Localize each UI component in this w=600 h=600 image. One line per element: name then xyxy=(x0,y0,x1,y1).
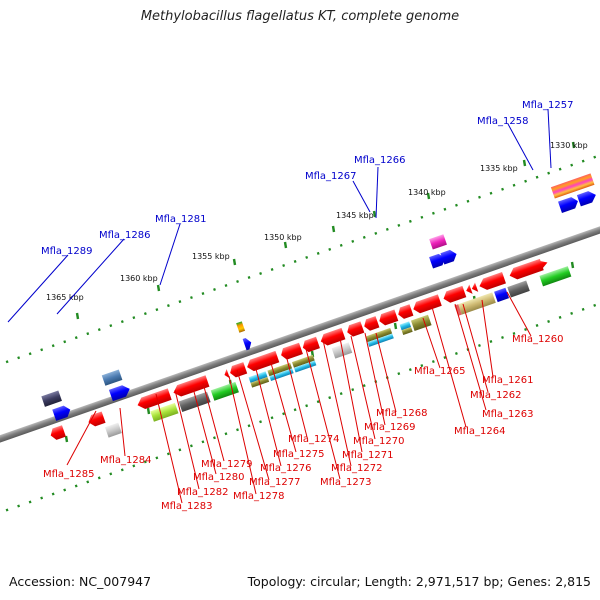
gene-label[interactable]: Mfla_1262 xyxy=(470,390,522,401)
gene-label[interactable]: Mfla_1283 xyxy=(161,501,213,512)
gene-arrow xyxy=(558,197,578,214)
gene-label[interactable]: Mfla_1278 xyxy=(233,491,285,502)
forward-annotations xyxy=(41,173,595,407)
scale-label: 1340 kbp xyxy=(408,188,446,197)
gene-label[interactable]: Mfla_1267 xyxy=(305,171,357,182)
gene-label[interactable]: Mfla_1270 xyxy=(353,436,405,447)
gene-arrow xyxy=(108,385,130,402)
gene-arrow xyxy=(302,336,320,353)
gene-label[interactable]: Mfla_1274 xyxy=(288,434,340,445)
gene-arrow xyxy=(320,327,346,346)
gene-label[interactable]: Mfla_1258 xyxy=(477,116,529,127)
gene-arrow xyxy=(224,368,230,379)
gene-arrow xyxy=(88,411,106,427)
scale-label: 1345 kbp xyxy=(336,211,374,220)
gene-label[interactable]: Mfla_1285 xyxy=(43,469,95,480)
gene-label[interactable]: Mfla_1284 xyxy=(100,455,152,466)
gene-label[interactable]: Mfla_1257 xyxy=(522,100,574,111)
gene-arrow xyxy=(509,258,544,280)
forward-gene-labels: Mfla_1257 Mfla_1258 Mfla_1266 Mfla_1267 … xyxy=(41,100,574,257)
gene-label[interactable]: Mfla_1265 xyxy=(414,366,466,377)
gene-arrow xyxy=(576,191,596,207)
scale-label: 1360 kbp xyxy=(120,274,158,283)
gene-arrow xyxy=(50,425,66,440)
scale-labels: 1330 kbp 1335 kbp 1340 kbp 1345 kbp 1350… xyxy=(46,141,588,302)
gene-label[interactable]: Mfla_1277 xyxy=(249,477,301,488)
gene-arrow xyxy=(429,253,446,269)
reverse-gene-labels: Mfla_1260 Mfla_1261 Mfla_1262 Mfla_1263 … xyxy=(43,334,564,512)
gene-arrow xyxy=(137,388,172,409)
scale-label: 1350 kbp xyxy=(264,233,302,242)
scale-label: 1355 kbp xyxy=(192,252,230,261)
gene-arrow xyxy=(242,338,252,351)
reverse-strand-genes xyxy=(50,258,548,440)
gene-arrow xyxy=(52,405,71,421)
gene-label[interactable]: Mfla_1280 xyxy=(193,472,245,483)
gene-arrow xyxy=(281,342,303,360)
map-title: Methylobacillus flagellatus KT, complete… xyxy=(140,9,460,24)
gene-arrow xyxy=(379,309,399,326)
gene-label[interactable]: Mfla_1268 xyxy=(376,408,428,419)
gene-label[interactable]: Mfla_1272 xyxy=(331,463,383,474)
gene-label[interactable]: Mfla_1276 xyxy=(260,463,312,474)
gene-arrow xyxy=(247,350,280,372)
gene-label[interactable]: Mfla_1269 xyxy=(364,422,416,433)
gene-arrow xyxy=(440,249,457,265)
gene-label[interactable]: Mfla_1263 xyxy=(482,409,534,420)
gene-arrow xyxy=(364,316,380,331)
gene-label[interactable]: Mfla_1264 xyxy=(454,426,506,437)
forward-strand-genes xyxy=(52,191,596,421)
gene-label[interactable]: Mfla_1261 xyxy=(482,375,534,386)
accession-text: Accession: NC_007947 xyxy=(9,574,152,589)
genome-backbone xyxy=(0,189,600,473)
reverse-annotations xyxy=(104,266,572,438)
gene-label[interactable]: Mfla_1282 xyxy=(177,487,229,498)
forward-callouts xyxy=(7,108,552,323)
gene-label[interactable]: Mfla_1273 xyxy=(320,477,372,488)
gene-arrow xyxy=(466,284,473,294)
gene-label[interactable]: Mfla_1271 xyxy=(342,450,394,461)
scale-label: 1330 kbp xyxy=(550,141,588,150)
gene-arrow xyxy=(471,282,479,292)
gene-label[interactable]: Mfla_1289 xyxy=(41,246,93,257)
gene-arrow xyxy=(479,272,506,290)
gene-label[interactable]: Mfla_1275 xyxy=(273,449,325,460)
gene-arrow xyxy=(347,321,365,337)
reverse-callouts xyxy=(66,291,532,504)
scale-label: 1335 kbp xyxy=(480,164,518,173)
gene-arrow xyxy=(173,375,210,397)
gene-label[interactable]: Mfla_1281 xyxy=(155,214,207,225)
gene-arrow xyxy=(230,362,248,378)
gene-label[interactable]: Mfla_1279 xyxy=(201,459,253,470)
gene-arrow xyxy=(413,294,442,314)
gene-label[interactable]: Mfla_1266 xyxy=(354,155,406,166)
gene-arrow xyxy=(398,304,414,319)
genome-summary-text: Topology: circular; Length: 2,971,517 bp… xyxy=(247,574,591,589)
gene-arrow xyxy=(443,285,467,303)
scale-label: 1365 kbp xyxy=(46,293,84,302)
gene-label[interactable]: Mfla_1260 xyxy=(512,334,564,345)
gene-label[interactable]: Mfla_1286 xyxy=(99,230,151,241)
